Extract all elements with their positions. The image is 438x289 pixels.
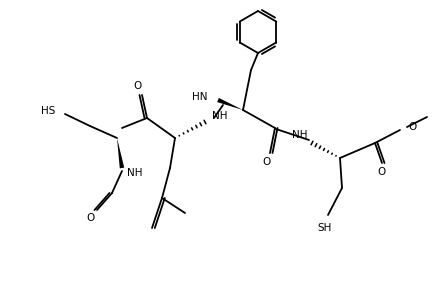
Text: NH: NH [292, 130, 307, 140]
Text: O: O [262, 157, 271, 167]
Polygon shape [117, 138, 124, 168]
Text: O: O [134, 81, 142, 91]
Text: O: O [87, 213, 95, 223]
Text: NH: NH [212, 111, 227, 121]
Polygon shape [217, 98, 243, 110]
Text: O: O [377, 167, 385, 177]
Text: HN: HN [192, 92, 208, 102]
Text: NH: NH [127, 168, 142, 178]
Text: O: O [407, 122, 415, 132]
Text: HS: HS [41, 106, 55, 116]
Text: SH: SH [317, 223, 332, 233]
